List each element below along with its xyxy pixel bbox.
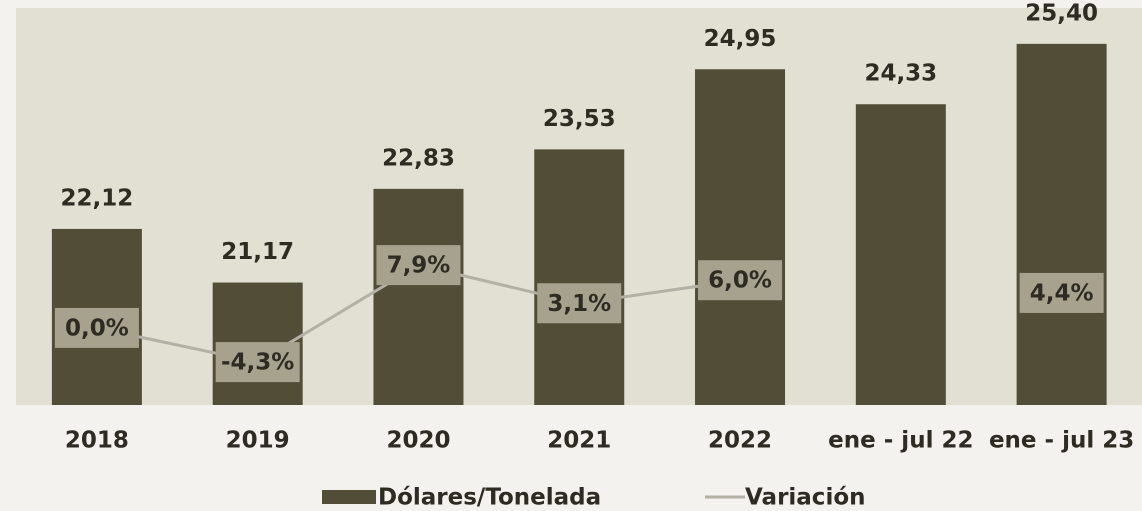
bar xyxy=(855,104,946,405)
data-label: 4,4% xyxy=(1030,280,1094,306)
data-label: 24,33 xyxy=(864,61,937,87)
x-tick-label: ene - jul 23 xyxy=(989,428,1134,454)
label-box xyxy=(698,260,783,301)
legend-label: Dólares/Tonelada xyxy=(378,485,601,511)
label-box xyxy=(215,342,300,383)
bar xyxy=(373,188,464,405)
legend-label: Variación xyxy=(745,485,866,511)
bar xyxy=(695,69,786,405)
label-box xyxy=(54,307,139,348)
data-label: 7,9% xyxy=(387,253,451,279)
x-tick-label: ene - jul 22 xyxy=(828,428,973,454)
x-tick-label: 2020 xyxy=(386,428,450,454)
data-label: 0,0% xyxy=(65,315,129,341)
data-label: 25,40 xyxy=(1025,0,1098,26)
data-label: 22,83 xyxy=(382,145,455,171)
data-label: 21,17 xyxy=(221,239,294,265)
x-tick-label: 2018 xyxy=(65,428,129,454)
data-label: 6,0% xyxy=(708,268,772,294)
data-label: 22,12 xyxy=(61,185,134,211)
label-box xyxy=(537,283,622,324)
label-box xyxy=(376,245,461,286)
x-tick-label: 2021 xyxy=(547,428,611,454)
x-tick-label: 2019 xyxy=(226,428,290,454)
bar xyxy=(534,149,625,405)
data-label: 24,95 xyxy=(704,26,777,52)
data-label: 3,1% xyxy=(547,291,611,317)
data-label: 23,53 xyxy=(543,106,616,132)
label-box xyxy=(1019,272,1104,313)
legend-swatch xyxy=(322,490,376,504)
bar xyxy=(1016,43,1107,405)
data-label: -4,3% xyxy=(221,350,294,376)
x-tick-label: 2022 xyxy=(708,428,772,454)
